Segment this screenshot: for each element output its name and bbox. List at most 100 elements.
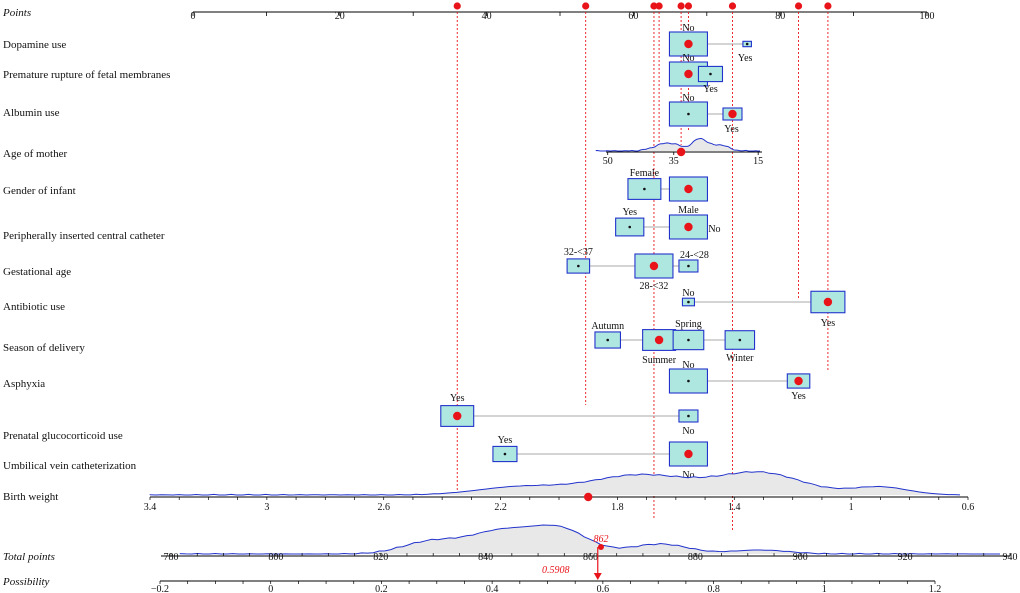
points-axis-tick-label: 100: [920, 11, 935, 22]
possibility-tick-label: 1: [822, 584, 827, 593]
level-center-dot: [745, 42, 749, 46]
level-label-summer: Summer: [642, 355, 677, 366]
level-label-spring: Spring: [675, 319, 702, 330]
level-label-yes: Yes: [724, 124, 739, 135]
points-axis: 0 20 40 60 80 100 Points: [2, 7, 935, 22]
selected-level-marker: [728, 109, 737, 119]
row-label: Albumin use: [3, 107, 60, 119]
level-center-dot: [738, 338, 742, 342]
total-points-label: Total points: [3, 551, 55, 563]
level-label-yes: Yes: [703, 84, 718, 95]
selected-level-marker: [684, 184, 693, 194]
level-center-dot: [503, 452, 507, 456]
points-marker: [453, 2, 461, 10]
possibility-tick-label: 0.2: [375, 584, 388, 593]
birth-weight-tick-label: 1.8: [611, 502, 624, 513]
level-center-dot: [687, 379, 690, 383]
row-peripherally-inserted-central-catheter: Peripherally inserted central catheter Ye…: [3, 207, 721, 242]
points-axis-tick-label: 20: [335, 11, 345, 22]
level-label-autumn: Autumn: [591, 321, 624, 332]
row-label: Birth weight: [3, 491, 58, 503]
row-label: Prenatal glucocorticoid use: [3, 430, 123, 442]
row-age-of-mother: Age of mother: [3, 148, 67, 160]
points-axis-tick-label: 80: [775, 11, 785, 22]
points-marker: [650, 2, 658, 10]
row-season-of-delivery: Season of delivery Autumn Summer Spring Wint…: [3, 319, 756, 366]
row-label: Asphyxia: [3, 378, 45, 390]
birth-weight-density-fill: [150, 471, 960, 495]
level-label-24-28: 24-<28: [680, 250, 709, 261]
level-label-32-37: 32-<37: [564, 247, 593, 258]
possibility-tick-label: 0.6: [597, 584, 610, 593]
points-axis-tick-label: 0: [191, 11, 196, 22]
level-label-female: Female: [630, 168, 660, 179]
possibility-tick-label: 1.2: [929, 584, 942, 593]
total-points-selected-marker: [597, 544, 604, 550]
row-dopamine-use: Dopamine use No Yes: [3, 23, 753, 64]
points-marker: [582, 2, 590, 10]
selected-level-marker: [684, 449, 693, 459]
row-albumin-use: Albumin use No Yes: [3, 93, 743, 135]
birth-weight-tick-label: 1: [849, 502, 854, 513]
points-axis-tick-label: 60: [628, 11, 638, 22]
age-of-mother-tick-label: 50: [603, 156, 613, 167]
selected-level-marker: [823, 297, 833, 307]
level-label-yes: Yes: [498, 435, 513, 446]
age-of-mother-tick-label: 15: [753, 156, 763, 167]
row-premature-rupture-of-fetal-membranes: Premature rupture of fetal membranes No Ye…: [3, 53, 724, 95]
points-marker: [677, 2, 685, 10]
level-label-yes: Yes: [821, 318, 836, 329]
points-marker: [824, 2, 832, 10]
birth-weight-tick-label: 0.6: [962, 502, 975, 513]
points-axis-label: Points: [2, 7, 31, 19]
level-label-no: No: [682, 288, 694, 299]
level-label-male: Male: [678, 205, 699, 216]
total-points-tick-label: 920: [898, 552, 913, 563]
row-label: Premature rupture of fetal membranes: [3, 69, 170, 81]
points-marker: [728, 2, 737, 10]
level-center-dot: [687, 112, 690, 116]
total-points-tick-label: 900: [793, 552, 808, 563]
level-center-dot: [687, 264, 690, 268]
row-label: Peripherally inserted central catheter: [3, 230, 165, 242]
selected-level-marker: [649, 261, 659, 271]
row-antibiotic-use: Antibiotic use No Yes: [3, 288, 846, 329]
selected-level-marker: [684, 222, 693, 232]
selected-level-marker: [453, 411, 462, 421]
level-label-28-32: 28-<32: [639, 281, 668, 292]
level-center-dot: [628, 225, 632, 229]
selected-level-marker: [654, 335, 664, 345]
points-marker: [684, 2, 693, 10]
birth-weight-tick-label: 3: [264, 502, 269, 513]
level-label-no: No: [682, 93, 694, 104]
row-asphyxia: Asphyxia No Yes: [3, 360, 811, 402]
total-points-tick-label: 940: [1003, 552, 1018, 563]
level-label-no: No: [682, 360, 694, 371]
points-marker: [794, 2, 803, 10]
level-label-yes: Yes: [738, 53, 753, 64]
row-label: Gestational age: [3, 266, 71, 278]
level-label-yes: Yes: [622, 207, 637, 218]
possibility-tick-label: −0.2: [151, 584, 169, 593]
total-points-tick-label: 780: [164, 552, 179, 563]
level-box-male: [668, 176, 709, 202]
birth-weight-tick-label: 3.4: [144, 502, 157, 513]
total-points-tick-label: 880: [688, 552, 703, 563]
level-center-dot: [687, 338, 690, 342]
total-points-density: [179, 524, 1000, 555]
points-axis-tick-label: 40: [482, 11, 492, 22]
level-center-dot: [577, 264, 580, 268]
level-box-no: [668, 31, 709, 57]
possibility-tick-label: 0.8: [707, 584, 720, 593]
possibility-label: Possibility: [2, 576, 50, 588]
possibility-tick-label: 0.4: [486, 584, 499, 593]
level-center-dot: [687, 414, 690, 418]
total-points-tick-label: 860: [583, 552, 598, 563]
total-points-selected-label: 862: [593, 534, 608, 545]
level-label-no: No: [682, 53, 694, 64]
age-of-mother-tick-label: 35: [669, 156, 679, 167]
selected-level-marker: [684, 39, 693, 49]
possibility-arrow-head: [593, 573, 602, 580]
row-label: Dopamine use: [3, 39, 66, 51]
level-center-dot: [643, 187, 646, 191]
